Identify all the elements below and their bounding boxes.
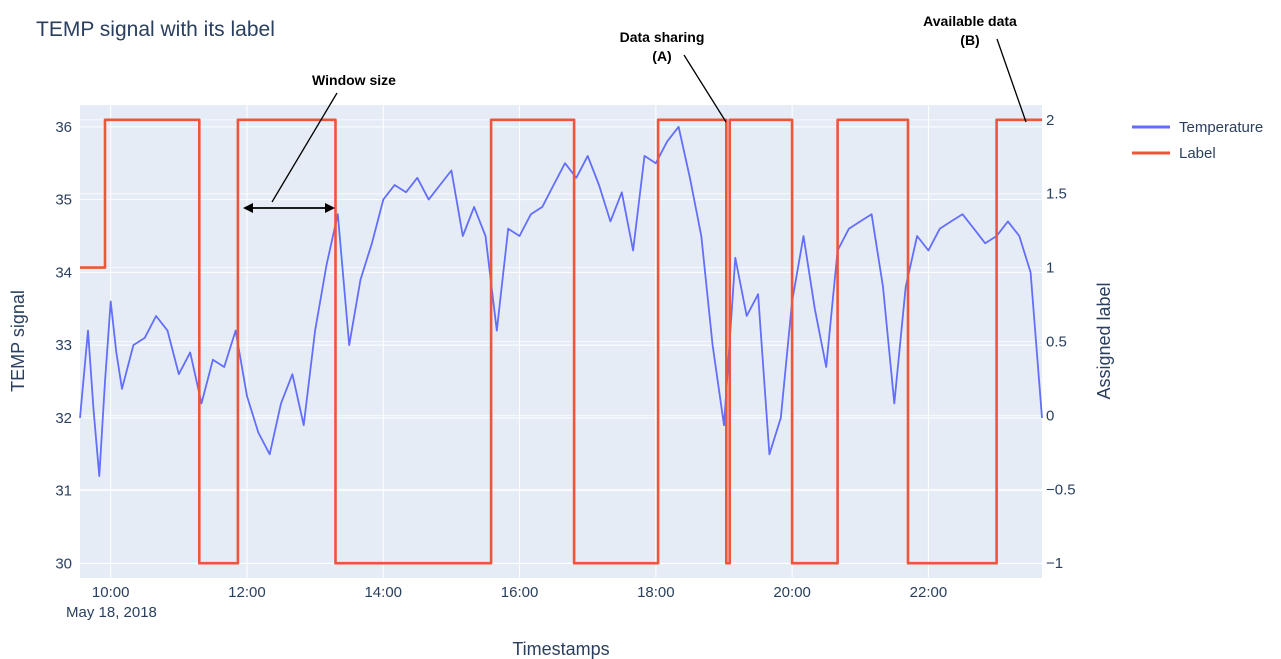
x-tick-label: 20:00	[773, 584, 811, 601]
y-tick-label-right: −0.5	[1046, 481, 1076, 498]
grid-lines	[80, 105, 1042, 578]
y-tick-label-left: 30	[55, 555, 72, 572]
y-axis-left-title: TEMP signal	[8, 290, 28, 392]
y-tick-label-right: 0.5	[1046, 334, 1067, 351]
legend-label-temperature[interactable]: Temperature	[1179, 119, 1263, 136]
tick-labels: 10:00 12:00 14:00 16:00 18:00 20:00 22:00 30 31 3…	[55, 112, 1075, 601]
y-tick-label-left: 33	[55, 337, 72, 354]
x-tick-label: 18:00	[637, 584, 675, 601]
x-tick-label: 10:00	[92, 584, 130, 601]
x-axis-title: Timestamps	[512, 639, 609, 659]
series-layer	[79, 118, 1043, 565]
x-tick-label: 12:00	[228, 584, 266, 601]
annotation-window-size: Window size	[243, 72, 396, 213]
series-temperature-line	[79, 125, 1043, 478]
annotation-data-sharing-text: Data sharing	[620, 29, 705, 45]
y-tick-label-right: 2	[1046, 112, 1054, 129]
legend-label-label[interactable]: Label	[1179, 145, 1216, 162]
annotation-data-sharing-subtext: (A)	[652, 48, 671, 64]
y-tick-label-right: 0	[1046, 407, 1054, 424]
x-date-label: May 18, 2018	[66, 604, 157, 621]
x-tick-label: 22:00	[910, 584, 948, 601]
y-tick-label-right: 1	[1046, 260, 1054, 277]
series-label-line	[80, 118, 1042, 565]
x-tick-label: 14:00	[364, 584, 402, 601]
y-tick-label-left: 36	[55, 119, 72, 136]
annotation-window-size-pointer	[271, 92, 338, 203]
annotation-available-data: Available data (B)	[923, 13, 1027, 123]
x-tick-label: 16:00	[501, 584, 539, 601]
annotation-available-data-text: Available data	[923, 13, 1017, 29]
y-tick-label-left: 35	[55, 192, 72, 209]
y-tick-label-right: 1.5	[1046, 186, 1067, 203]
y-tick-label-left: 34	[55, 264, 72, 281]
y-axis-right-title: Assigned label	[1094, 282, 1114, 399]
legend[interactable]: Temperature Label	[1132, 119, 1263, 162]
annotation-available-data-subtext: (B)	[960, 32, 979, 48]
annotation-data-sharing: Data sharing (A)	[620, 29, 727, 123]
annotation-window-size-text: Window size	[312, 72, 396, 88]
annotation-data-sharing-pointer	[683, 54, 727, 123]
y-tick-label-left: 32	[55, 410, 72, 427]
y-tick-label-right: −1	[1046, 555, 1063, 572]
y-tick-label-left: 31	[55, 483, 72, 500]
chart-title: TEMP signal with its label	[36, 18, 275, 41]
annotation-available-data-pointer	[996, 38, 1027, 123]
